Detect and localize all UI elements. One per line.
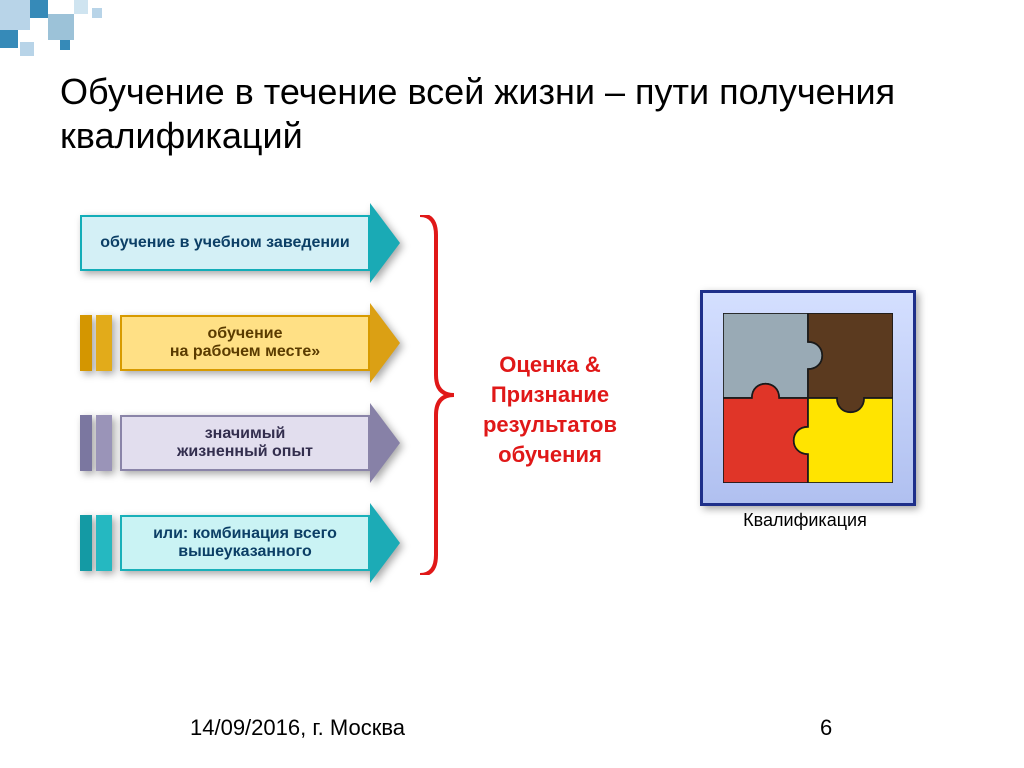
corner-deco (0, 0, 150, 60)
arrow-head-icon (370, 503, 400, 583)
arrow-item: обучениена рабочем месте» (120, 315, 400, 371)
arrow-stub (80, 515, 92, 571)
arrow-item: обучение в учебном заведении (80, 215, 400, 271)
center-text: Оценка & Признание результатов обучения (450, 350, 650, 470)
deco-square (0, 30, 18, 48)
arrow-stub (96, 315, 112, 371)
deco-square (20, 42, 34, 56)
arrow-label: или: комбинация всего вышеуказанного (120, 515, 370, 571)
page-title: Обучение в течение всей жизни – пути пол… (60, 70, 964, 158)
deco-square (48, 14, 74, 40)
arrow-head-icon (370, 303, 400, 383)
arrow-item: или: комбинация всего вышеуказанного (120, 515, 400, 571)
puzzle-caption: Квалификация (685, 510, 925, 531)
deco-square (74, 0, 88, 14)
arrow-stub (96, 515, 112, 571)
deco-square (30, 0, 48, 18)
arrow-stub (96, 415, 112, 471)
deco-square (92, 8, 102, 18)
arrow-head-icon (370, 203, 400, 283)
arrow-label: обучениена рабочем месте» (120, 315, 370, 371)
puzzle-icon (723, 313, 893, 483)
deco-square (0, 0, 30, 30)
arrow-label: обучение в учебном заведении (80, 215, 370, 271)
arrow-stub (80, 315, 92, 371)
arrow-label: значимыйжизненный опыт (120, 415, 370, 471)
deco-square (60, 40, 70, 50)
arrow-item: значимыйжизненный опыт (120, 415, 400, 471)
arrow-head-icon (370, 403, 400, 483)
slide: Обучение в течение всей жизни – пути пол… (0, 0, 1024, 768)
puzzle-box (700, 290, 916, 506)
arrow-stub (80, 415, 92, 471)
footer-date: 14/09/2016, г. Москва (190, 715, 405, 741)
page-number: 6 (820, 715, 832, 741)
